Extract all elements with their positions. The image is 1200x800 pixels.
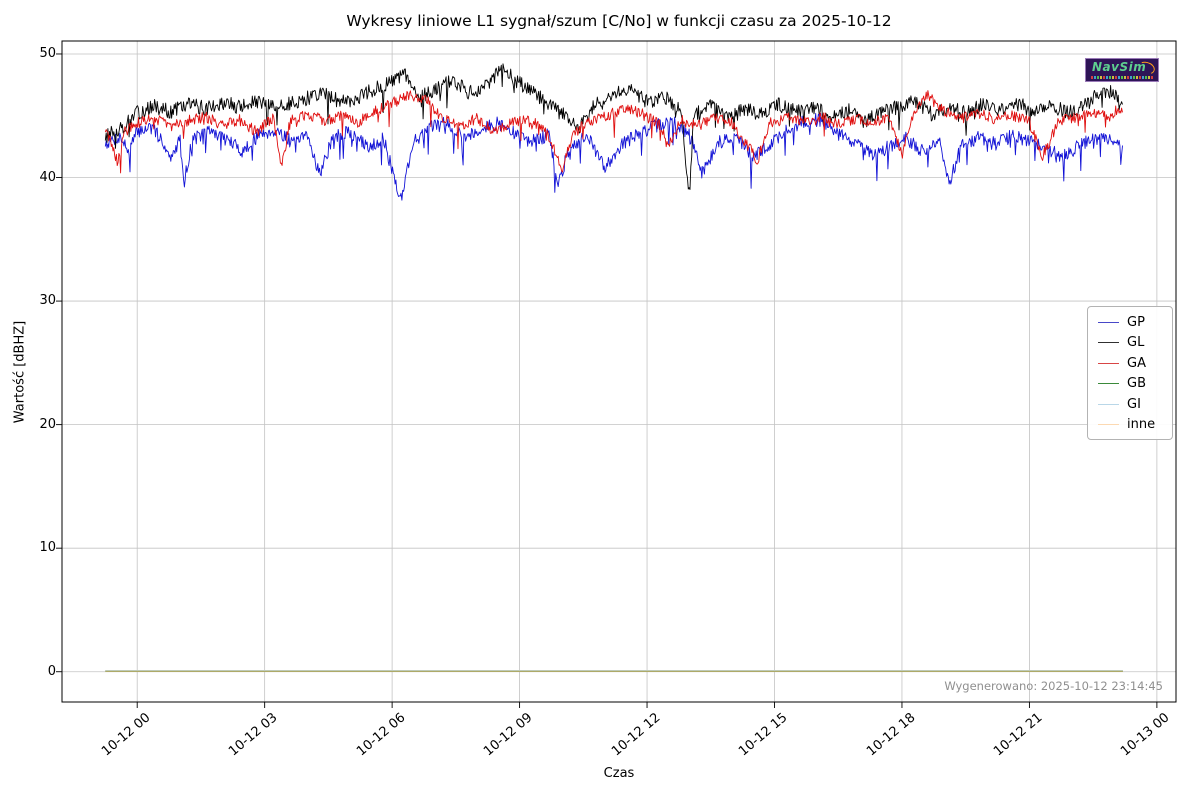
y-tick-label: 20 xyxy=(39,416,56,432)
series-line-ga xyxy=(104,90,1123,174)
legend-label: GB xyxy=(1127,376,1146,392)
legend-item-ga: GA xyxy=(1088,353,1172,374)
plot-frame xyxy=(61,40,1177,703)
legend-label: GA xyxy=(1127,355,1146,371)
y-tick-label: 40 xyxy=(39,169,56,185)
y-tick-label: 30 xyxy=(39,293,56,309)
legend-label: GI xyxy=(1127,396,1141,412)
generated-timestamp: Wygenerowano: 2025-10-12 23:14:45 xyxy=(944,679,1163,693)
legend-swatch-inne xyxy=(1098,424,1119,426)
y-tick-label: 50 xyxy=(39,45,56,61)
legend-swatch-ga xyxy=(1098,362,1119,364)
legend-item-gl: GL xyxy=(1088,333,1172,354)
navsim-logo: NavSim xyxy=(1085,58,1159,82)
legend-swatch-gl xyxy=(1098,342,1119,344)
y-tick-label: 10 xyxy=(39,540,56,556)
legend-label: inne xyxy=(1127,417,1156,433)
legend-swatch-gb xyxy=(1098,383,1119,385)
series-line-gl xyxy=(104,63,1123,190)
logo-subtext-decoration xyxy=(1091,76,1153,79)
series-line-gp xyxy=(104,113,1123,201)
legend: GP GL GA GB GI inne xyxy=(1087,306,1173,440)
y-axis-label: Wartość [dBHZ] xyxy=(12,320,28,424)
navsim-logo-text: NavSim xyxy=(1092,60,1147,74)
chart-title: Wykresy liniowe L1 sygnał/szum [C/No] w … xyxy=(346,12,892,30)
legend-label: GL xyxy=(1127,335,1145,351)
legend-label: GP xyxy=(1127,314,1145,330)
legend-swatch-gi xyxy=(1098,403,1119,405)
legend-item-inne: inne xyxy=(1088,415,1172,436)
legend-item-gb: GB xyxy=(1088,374,1172,395)
x-axis-label: Czas xyxy=(603,766,635,781)
legend-item-gi: GI xyxy=(1088,394,1172,415)
legend-item-gp: GP xyxy=(1088,312,1172,333)
legend-swatch-gp xyxy=(1098,321,1119,323)
y-tick-label: 0 xyxy=(47,663,56,679)
